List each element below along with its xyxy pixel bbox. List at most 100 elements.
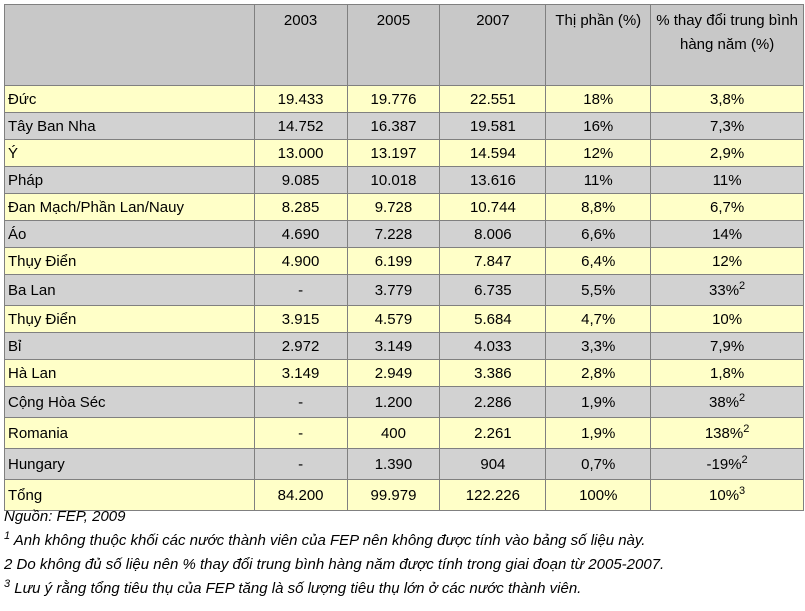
country-cell: Tây Ban Nha — [5, 113, 255, 140]
table-row: Thụy Điển 4.900 6.199 7.847 6,4% 12% — [5, 248, 804, 275]
country-text: Áo — [8, 225, 27, 243]
data-table-container: 2003 2005 2007 Thị phần (%) % thay đổi t… — [4, 4, 804, 511]
footnote-marker: 2 — [741, 453, 748, 466]
value-2003-cell: - — [254, 387, 348, 418]
change-text: 11% — [712, 171, 742, 189]
change-text: 38% — [709, 393, 740, 411]
value-2003-text: 9.085 — [281, 171, 320, 189]
share-cell: 8,8% — [546, 194, 652, 221]
value-2003-cell: 4.690 — [254, 221, 348, 248]
change-cell: 138%2 — [651, 418, 804, 449]
header-avg-change: % thay đổi trung bình hàng năm (%) — [651, 5, 804, 86]
value-2005-cell: 99.979 — [347, 480, 441, 511]
change-text: 3,8% — [709, 90, 745, 108]
value-2005-text: 3.779 — [374, 281, 413, 299]
country-text: Hungary — [8, 455, 65, 473]
value-2007-cell: 2.286 — [440, 387, 547, 418]
value-2007-text: 4.033 — [474, 337, 512, 355]
value-2007-cell: 122.226 — [440, 480, 547, 511]
footnotes: Nguồn: FEP, 2009 1 Anh không thuộc khối … — [4, 506, 804, 602]
value-2007-cell: 7.847 — [440, 248, 547, 275]
value-2007-cell: 13.616 — [440, 167, 547, 194]
value-2005-text: 3.149 — [374, 337, 413, 355]
value-2005-cell: 3.779 — [347, 275, 441, 306]
country-text: Ba Lan — [8, 281, 56, 299]
footnote-marker: 2 — [739, 391, 746, 404]
value-2005-cell: 1.200 — [347, 387, 441, 418]
country-cell: Áo — [5, 221, 255, 248]
table-row: Thụy Điển 3.915 4.579 5.684 4,7% 10% — [5, 306, 804, 333]
value-2005-text: 9.728 — [374, 198, 413, 216]
table-header-row: 2003 2005 2007 Thị phần (%) % thay đổi t… — [5, 5, 804, 86]
country-text: Bỉ — [8, 337, 22, 355]
table-row: Đức 19.433 19.776 22.551 18% 3,8% — [5, 86, 804, 113]
table-row: Romania - 400 2.261 1,9% 138%2 — [5, 418, 804, 449]
footnote-1-text: Anh không thuộc khối các nước thành viên… — [10, 532, 646, 549]
change-text: 7,3% — [709, 117, 745, 135]
value-2007-text: 14.594 — [469, 144, 516, 162]
share-cell: 6,4% — [546, 248, 652, 275]
change-cell: 6,7% — [651, 194, 804, 221]
value-2007-text: 10.744 — [469, 198, 516, 216]
change-text: -19% — [706, 455, 742, 473]
value-2007-text: 22.551 — [469, 90, 516, 108]
table-row: Pháp 9.085 10.018 13.616 11% 11% — [5, 167, 804, 194]
source-note: Nguồn: FEP, 2009 — [4, 508, 126, 525]
value-2003-text: - — [298, 281, 304, 299]
share-cell: 2,8% — [546, 360, 652, 387]
change-text: 7,9% — [709, 337, 745, 355]
country-text: Đan Mạch/Phần Lan/Nauy — [8, 198, 184, 216]
share-text: 18% — [583, 90, 614, 108]
value-2005-text: 2.949 — [374, 364, 413, 382]
country-text: Cộng Hòa Séc — [8, 393, 106, 411]
value-2005-text: 13.197 — [370, 144, 417, 162]
country-text: Pháp — [8, 171, 44, 189]
country-cell: Ý — [5, 140, 255, 167]
value-2005-cell: 3.149 — [347, 333, 441, 360]
value-2007-cell: 3.386 — [440, 360, 547, 387]
country-text: Đức — [8, 90, 37, 108]
share-text: 1,9% — [581, 393, 616, 411]
value-2005-cell: 9.728 — [347, 194, 441, 221]
share-cell: 12% — [546, 140, 652, 167]
header-corner — [5, 5, 255, 86]
value-2007-cell: 10.744 — [440, 194, 547, 221]
value-2003-cell: 4.900 — [254, 248, 348, 275]
share-cell: 1,9% — [546, 418, 652, 449]
value-2007-text: 6.735 — [474, 281, 512, 299]
table-row: Đan Mạch/Phần Lan/Nauy 8.285 9.728 10.744 8,… — [5, 194, 804, 221]
value-2003-text: - — [298, 424, 304, 442]
value-2007-text: 19.581 — [469, 117, 516, 135]
value-2003-text: 4.900 — [281, 252, 320, 270]
value-2007-cell: 5.684 — [440, 306, 547, 333]
share-text: 12% — [583, 144, 614, 162]
country-text: Ý — [8, 144, 19, 162]
value-2003-text: 14.752 — [277, 117, 324, 135]
country-cell: Đan Mạch/Phần Lan/Nauy — [5, 194, 255, 221]
footnote-marker: 2 — [739, 279, 746, 292]
value-2003-text: 19.433 — [277, 90, 324, 108]
value-2007-text: 7.847 — [474, 252, 512, 270]
change-cell: 14% — [651, 221, 804, 248]
value-2005-cell: 19.776 — [347, 86, 441, 113]
value-2005-cell: 400 — [347, 418, 441, 449]
value-2007-text: 2.261 — [474, 424, 512, 442]
share-text: 2,8% — [581, 364, 616, 382]
change-text: 1,8% — [709, 364, 745, 382]
value-2007-text: 8.006 — [474, 225, 512, 243]
value-2005-text: 1.200 — [374, 393, 413, 411]
value-2005-text: 6.199 — [374, 252, 413, 270]
header-share: Thị phần (%) — [546, 5, 652, 86]
share-cell: 3,3% — [546, 333, 652, 360]
country-text: Thụy Điển — [8, 252, 77, 270]
country-text: Hà Lan — [8, 364, 57, 382]
country-cell: Đức — [5, 86, 255, 113]
value-2005-text: 1.390 — [374, 455, 413, 473]
change-cell: 12% — [651, 248, 804, 275]
table-row: Cộng Hòa Séc - 1.200 2.286 1,9% 38%2 — [5, 387, 804, 418]
change-text: 33% — [709, 281, 740, 299]
value-2003-cell: - — [254, 418, 348, 449]
country-cell: Ba Lan — [5, 275, 255, 306]
value-2005-text: 16.387 — [370, 117, 417, 135]
table-row: Hungary - 1.390 904 0,7% -19%2 — [5, 449, 804, 480]
